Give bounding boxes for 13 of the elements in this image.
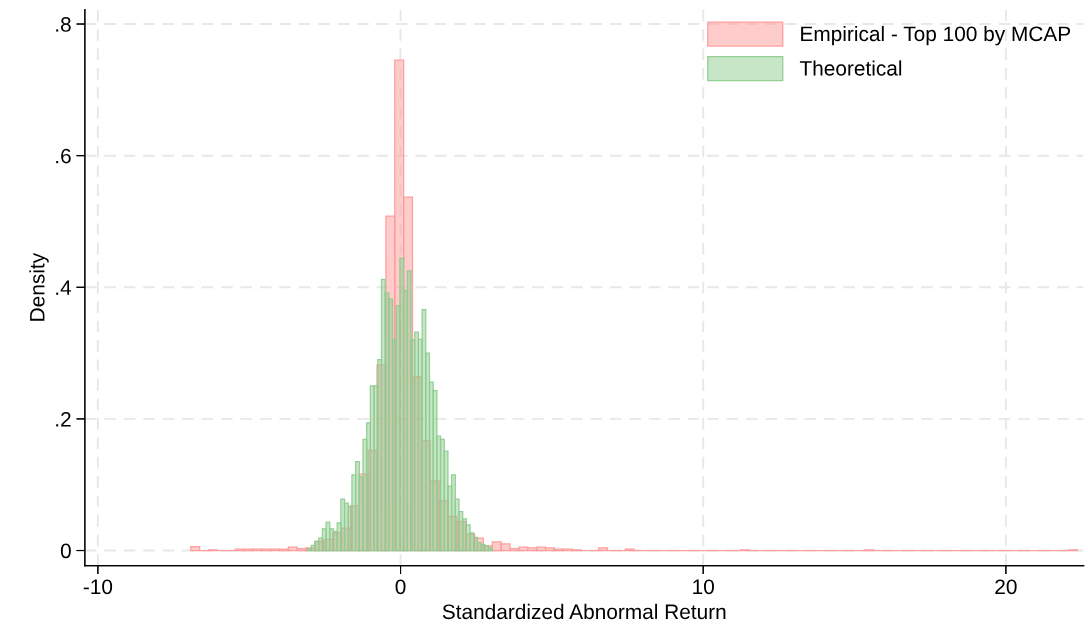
- x-tick-label: 20: [995, 579, 1017, 595]
- y-tick-label: .4: [56, 280, 72, 295]
- legend-label: Empirical - Top 100 by MCAP: [801, 25, 1071, 46]
- x-tick-label: -10: [83, 579, 113, 595]
- y-tick-label: .6: [56, 148, 71, 164]
- y-tick-label: .2: [56, 411, 71, 427]
- y-tick-label: 0: [60, 543, 71, 559]
- legend-label: Theoretical: [799, 60, 902, 76]
- x-tick-label: 0: [395, 579, 406, 595]
- x-tick-label: 10: [693, 579, 714, 595]
- y-tick-label: .8: [56, 17, 71, 32]
- x-axis-title: Standardized Abnormal Return: [442, 603, 726, 620]
- y-axis-title: Density: [29, 252, 49, 321]
